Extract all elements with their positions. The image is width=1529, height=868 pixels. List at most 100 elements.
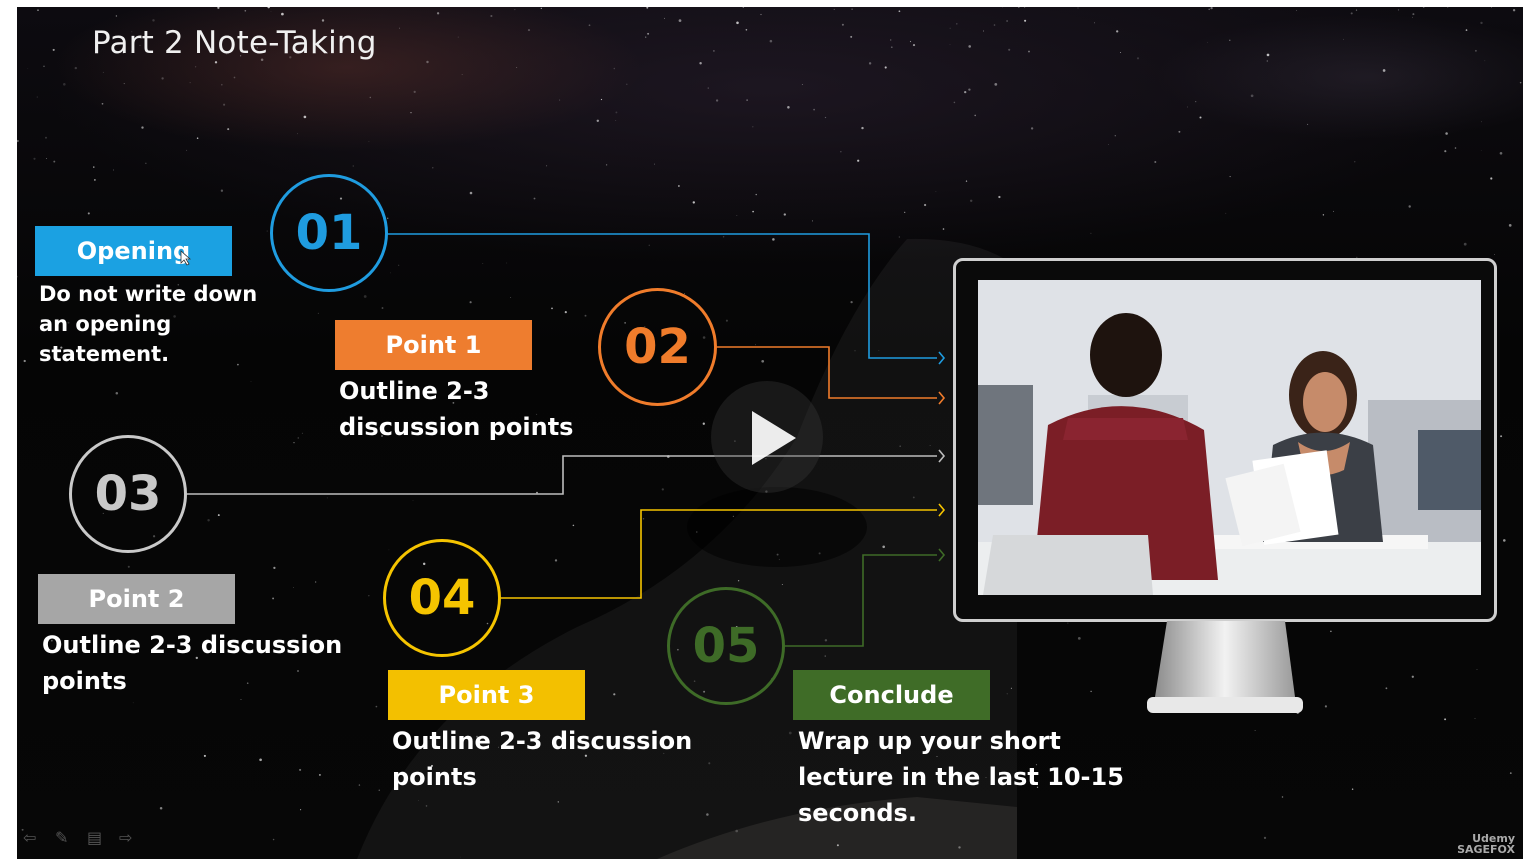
slides-icon[interactable]: ▤	[87, 828, 103, 847]
background-disc	[687, 487, 867, 567]
star	[1108, 144, 1110, 145]
monitor-screen	[978, 280, 1481, 595]
star	[554, 559, 558, 562]
star	[1519, 81, 1522, 84]
star	[772, 238, 775, 241]
star	[736, 214, 738, 216]
star	[226, 53, 228, 55]
background-floor	[657, 797, 1017, 859]
star	[615, 111, 618, 114]
star	[1333, 210, 1335, 212]
star	[824, 639, 828, 642]
star	[1499, 151, 1503, 155]
pen-icon[interactable]: ✎	[55, 828, 69, 847]
connector-03	[187, 455, 937, 495]
star	[1445, 132, 1448, 135]
star	[788, 731, 792, 735]
star	[1356, 256, 1358, 259]
point-3-description-line: Outline 2-3 discussion	[392, 727, 693, 755]
more-icon[interactable]: ⇨	[119, 828, 133, 847]
star	[942, 228, 945, 230]
star	[787, 106, 790, 109]
star	[244, 9, 247, 12]
play-button[interactable]	[711, 381, 823, 493]
star	[769, 39, 773, 43]
point-3-description: Outline 2-3 discussion points	[392, 723, 692, 795]
star	[755, 193, 757, 196]
connector-04	[501, 509, 937, 599]
star	[993, 24, 996, 26]
star	[613, 693, 616, 696]
star	[647, 32, 650, 35]
star	[227, 128, 230, 131]
star	[968, 88, 971, 91]
star	[953, 101, 956, 104]
star	[33, 157, 36, 160]
star	[1136, 57, 1140, 60]
opening-label-text: Opening	[76, 237, 191, 265]
star	[783, 213, 786, 216]
star	[725, 319, 728, 322]
star	[431, 764, 433, 767]
star	[93, 166, 95, 168]
star	[742, 7, 744, 8]
star	[1250, 94, 1254, 98]
star	[53, 160, 56, 163]
star	[266, 230, 268, 232]
step-03-circle: 03	[69, 435, 187, 553]
star	[412, 500, 414, 501]
star	[1354, 161, 1356, 163]
star	[317, 312, 320, 315]
star	[824, 116, 827, 119]
star	[745, 28, 748, 31]
star	[1067, 622, 1069, 624]
star	[177, 284, 180, 286]
star	[923, 203, 927, 207]
star	[1444, 718, 1447, 721]
star	[318, 773, 321, 776]
star	[469, 191, 473, 195]
cursor-icon	[180, 250, 192, 266]
star	[1480, 21, 1483, 25]
connector-02	[717, 346, 937, 399]
watermark-line: Udemy	[1472, 832, 1515, 845]
star	[909, 40, 912, 43]
star	[315, 581, 317, 583]
star	[1351, 788, 1354, 790]
star	[152, 19, 155, 22]
star	[958, 846, 961, 849]
star	[919, 779, 921, 780]
star	[755, 344, 757, 346]
star	[173, 315, 176, 318]
star	[388, 549, 390, 551]
star	[736, 21, 739, 25]
star	[1006, 693, 1008, 695]
star	[246, 682, 249, 684]
star	[461, 74, 463, 76]
point-1-description: Outline 2-3 discussion points	[339, 373, 573, 445]
star	[411, 777, 413, 779]
star	[1090, 690, 1092, 693]
star	[1263, 836, 1267, 840]
star	[884, 66, 887, 69]
star	[1382, 69, 1386, 72]
star	[476, 735, 478, 738]
star	[645, 36, 647, 38]
star	[457, 36, 459, 38]
star	[974, 114, 976, 117]
star	[425, 805, 428, 807]
arrow-left-icon[interactable]: ⇦	[23, 828, 37, 847]
star	[413, 90, 416, 94]
star	[851, 8, 853, 10]
step-02-number: 02	[624, 319, 691, 375]
star	[654, 163, 655, 165]
star	[899, 445, 902, 448]
star	[52, 48, 55, 51]
star	[824, 655, 826, 657]
star	[1094, 22, 1095, 24]
star	[272, 838, 275, 841]
star	[1350, 12, 1353, 15]
star	[1254, 729, 1256, 731]
star	[1210, 7, 1213, 10]
star	[1422, 7, 1425, 8]
